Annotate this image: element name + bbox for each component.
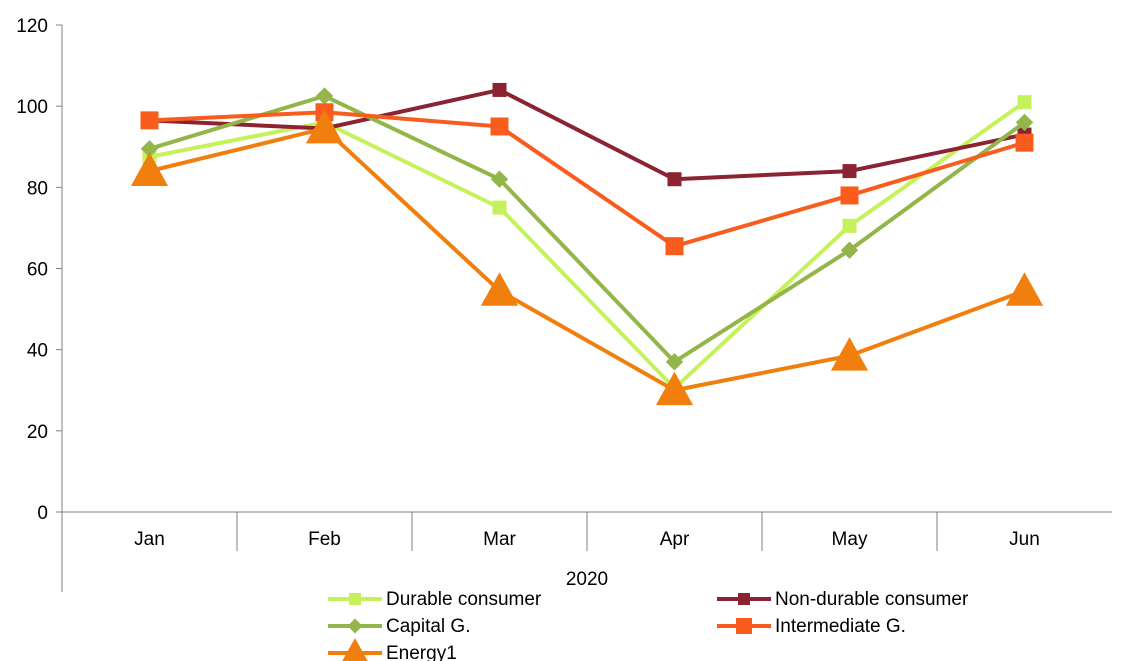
x-tick-label: May — [832, 529, 868, 550]
data-point — [1005, 272, 1044, 306]
data-point — [655, 371, 694, 406]
data-point — [1015, 113, 1034, 132]
series-capital-g — [140, 87, 1034, 371]
series-line — [149, 126, 1026, 393]
x-tick-label: Feb — [308, 529, 341, 550]
data-point — [842, 218, 857, 233]
x-group-label: 2020 — [566, 569, 608, 590]
y-tick-label: 0 — [37, 503, 48, 524]
legend-label: Durable consumer — [386, 589, 542, 610]
x-tick-label: Apr — [660, 529, 690, 550]
legend-swatch-marker — [347, 618, 363, 634]
legend-swatch-marker — [736, 618, 752, 634]
series-line — [149, 110, 1026, 249]
series-non-durable-consumer — [142, 82, 1032, 187]
legend-item: Capital G. — [328, 616, 470, 637]
series-line — [149, 100, 1026, 391]
legend-label: Energy1 — [386, 643, 457, 661]
y-tick-label: 100 — [16, 97, 48, 118]
y-axis: 0 20 40 60 80 100 120 — [16, 16, 63, 524]
y-tick-label: 80 — [27, 178, 48, 199]
legend-swatch-marker — [738, 593, 750, 605]
series-layer — [130, 82, 1044, 406]
data-point — [480, 272, 519, 306]
data-point — [665, 353, 684, 371]
data-point — [140, 140, 159, 158]
x-tick-label: Mar — [483, 529, 516, 550]
legend-label: Capital G. — [386, 616, 470, 637]
data-point — [490, 170, 509, 188]
legend-item: Intermediate G. — [717, 616, 906, 637]
y-tick-label: 20 — [27, 422, 48, 443]
legend-label: Non-durable consumer — [775, 589, 969, 610]
legend-swatch-marker — [342, 638, 368, 661]
y-tick-label: 60 — [27, 260, 48, 281]
data-point — [490, 117, 509, 136]
data-point — [1015, 133, 1034, 152]
data-point — [665, 237, 684, 256]
legend: Durable consumer Non-durable consumer Capi… — [328, 589, 969, 661]
data-point — [830, 337, 869, 371]
series-energy1 — [130, 109, 1044, 406]
data-point — [840, 186, 859, 205]
x-tick-label: Jun — [1009, 529, 1040, 550]
legend-item: Durable consumer — [328, 589, 542, 610]
legend-label: Intermediate G. — [775, 616, 906, 637]
series-line — [149, 87, 1025, 182]
legend-item: Energy1 — [328, 638, 457, 661]
data-point — [305, 109, 344, 144]
data-point — [840, 241, 859, 259]
data-point — [315, 87, 334, 105]
data-point — [667, 172, 682, 187]
data-point — [492, 82, 507, 97]
data-point — [842, 164, 857, 179]
series-line — [148, 94, 1026, 364]
data-point — [1017, 95, 1032, 110]
data-point — [140, 111, 159, 130]
x-tick-label: Jan — [134, 529, 165, 550]
data-point — [492, 200, 507, 215]
y-tick-label: 40 — [27, 341, 48, 362]
legend-swatch-marker — [349, 593, 361, 605]
y-tick-label: 120 — [16, 16, 48, 37]
x-axis: Jan Feb Mar Apr May Jun 2020 — [61, 511, 1112, 592]
legend-item: Non-durable consumer — [717, 589, 969, 610]
data-point — [130, 152, 169, 186]
